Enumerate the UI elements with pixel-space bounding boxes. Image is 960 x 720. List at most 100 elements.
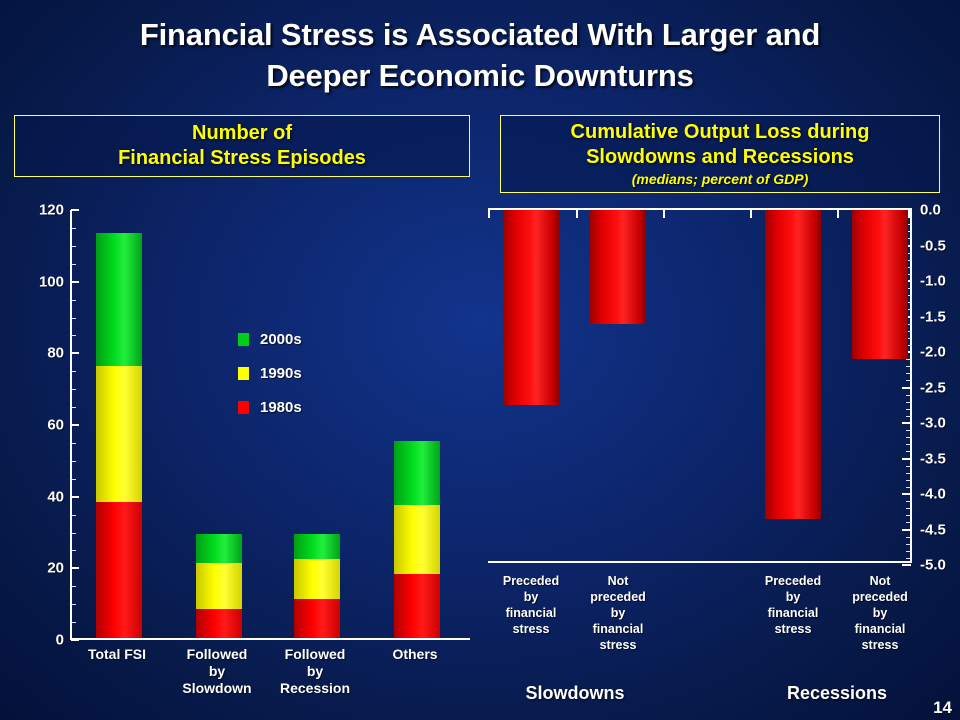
y-axis-minor-tick — [71, 389, 76, 391]
page-title-line-1: Financial Stress is Associated With Larg… — [139, 17, 821, 52]
y-axis-tick-label: 40 — [47, 488, 64, 506]
y-axis-minor-tick — [906, 408, 911, 410]
left-chart-header: Number of Financial Stress Episodes — [14, 115, 470, 177]
bar-segment-1990s — [294, 559, 340, 599]
y-axis-minor-tick — [71, 371, 76, 373]
y-axis-tick-label: -2.0 — [920, 343, 946, 361]
y-axis-major-tick — [902, 564, 911, 566]
bar-segment-1990s — [196, 562, 242, 610]
x-axis-category-label: Not preceded by financial stress — [590, 574, 646, 652]
right-chart-header-line-2: Slowdowns and Recessions — [586, 146, 854, 168]
negative-bar — [765, 210, 821, 519]
y-axis-tick-label: -1.5 — [920, 308, 946, 325]
y-axis-minor-tick — [906, 252, 911, 254]
y-axis-minor-tick — [906, 536, 911, 538]
y-axis-minor-tick — [906, 465, 911, 467]
x-axis-category-label: Preceded by financial stress — [764, 574, 822, 636]
legend-item: 1990s — [238, 356, 302, 390]
y-axis-minor-tick — [906, 231, 911, 233]
y-axis-major-tick — [71, 639, 79, 641]
bar-segment-1980s — [196, 609, 242, 638]
y-axis-major-tick — [902, 386, 911, 389]
y-axis-major-tick — [71, 567, 79, 570]
bar-segment-2000s — [394, 440, 440, 506]
y-axis-tick-label: -0.5 — [920, 237, 946, 254]
y-axis-minor-tick — [71, 335, 76, 337]
y-axis-tick-label: -3.0 — [920, 414, 946, 432]
y-axis-tick-label: 80 — [47, 344, 64, 362]
y-axis-tick-label: 60 — [47, 416, 64, 434]
bar-segment-1990s — [394, 505, 440, 574]
x-axis-category-label: Preceded by financial stress — [502, 574, 560, 636]
y-axis-tick-label: -3.5 — [920, 450, 946, 467]
left-chart-plot-area: 0 20 40 60 80 100 120 — [39, 202, 470, 649]
y-axis-minor-tick — [71, 532, 76, 534]
y-axis-minor-tick — [906, 380, 911, 382]
left-chart-header-line-2: Financial Stress Episodes — [118, 147, 366, 169]
x-axis-tick — [837, 209, 839, 218]
y-axis-tick-label: -1.0 — [920, 272, 946, 290]
x-axis-group-label: Slowdowns — [525, 683, 625, 703]
y-axis-minor-tick — [906, 344, 911, 346]
bar-segment-1980s — [96, 501, 142, 638]
y-axis-minor-tick — [906, 394, 911, 396]
y-axis-minor-tick — [906, 266, 911, 268]
y-axis-minor-tick — [906, 501, 911, 503]
y-axis-tick-label: -2.5 — [920, 379, 946, 396]
y-axis-minor-tick — [906, 451, 911, 453]
y-axis-minor-tick — [906, 309, 911, 311]
negative-bar — [503, 210, 559, 406]
x-axis-tick — [750, 209, 752, 218]
legend-label: 2000s — [260, 330, 302, 348]
y-axis-minor-tick — [71, 604, 76, 606]
y-axis-minor-tick — [906, 557, 911, 559]
y-axis-minor-tick — [71, 478, 76, 480]
y-axis-major-tick — [71, 280, 79, 283]
y-axis-minor-tick — [906, 224, 911, 226]
legend-swatch-icon — [238, 332, 249, 346]
right-chart-plot-area: 0.0 -0.5 -1.0 -1.5 -2.0 -2.5 -3.0 -3.5 -4.0 -4.5 -… — [488, 202, 946, 574]
y-axis-minor-tick — [906, 238, 911, 240]
y-axis-minor-tick — [906, 337, 911, 339]
y-axis-minor-tick — [906, 295, 911, 297]
negative-bar — [852, 210, 908, 360]
y-axis-major-tick — [902, 422, 911, 424]
y-axis-minor-tick — [906, 508, 911, 510]
y-axis-minor-tick — [71, 622, 76, 624]
x-axis-tick — [663, 209, 665, 218]
y-axis-minor-tick — [71, 263, 76, 265]
y-axis-major-tick — [71, 424, 79, 426]
bar-segment-2000s — [196, 534, 242, 563]
right-chart-header: Cumulative Output Loss during Slowdowns … — [500, 115, 940, 193]
y-axis-minor-tick — [906, 323, 911, 325]
y-axis-major-tick — [902, 493, 911, 495]
x-axis-tick — [576, 209, 578, 218]
y-axis-minor-tick — [906, 302, 911, 304]
x-axis-category-label: Total FSI — [87, 646, 147, 662]
legend-swatch-icon — [238, 400, 249, 414]
y-axis-minor-tick — [906, 259, 911, 261]
y-axis-major-tick — [71, 209, 79, 211]
y-axis-tick-label: 0 — [55, 631, 64, 649]
y-axis-minor-tick — [71, 550, 76, 552]
y-axis-major-tick — [902, 457, 911, 460]
y-axis-minor-tick — [71, 407, 76, 409]
right-chart-header-line-1: Cumulative Output Loss during — [570, 121, 870, 143]
x-axis-category-label: Followed by Recession — [279, 646, 351, 696]
y-axis-minor-tick — [71, 245, 76, 247]
y-axis-minor-tick — [906, 515, 911, 517]
y-axis-minor-tick — [906, 522, 911, 524]
bar-segment-2000s — [96, 233, 142, 366]
y-axis-minor-tick — [71, 227, 76, 229]
legend-item: 1980s — [238, 390, 302, 424]
y-axis-tick-label: -4.5 — [920, 521, 946, 538]
bar-segment-1990s — [96, 365, 142, 502]
y-axis-minor-tick — [906, 366, 911, 368]
legend-item: 2000s — [238, 322, 302, 356]
x-axis-category-label: Not preceded by financial stress — [852, 574, 908, 652]
x-axis-category-label: Followed by Slowdown — [182, 646, 252, 696]
y-axis-tick-label: 20 — [47, 559, 64, 577]
left-chart-legend: 2000s 1990s 1980s — [238, 322, 302, 424]
y-axis-minor-tick — [906, 444, 911, 446]
negative-bar — [590, 210, 646, 324]
